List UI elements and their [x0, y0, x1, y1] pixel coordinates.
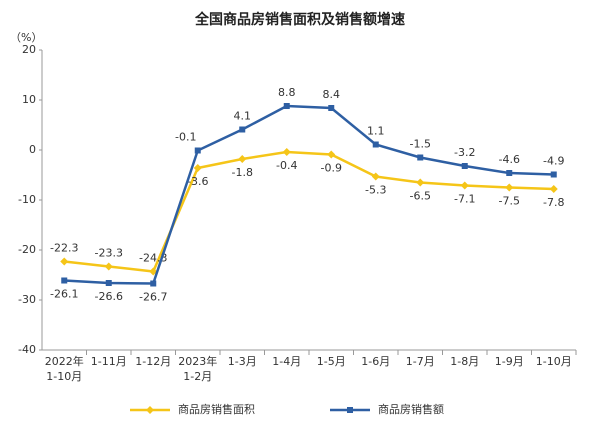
- marker: [505, 183, 514, 192]
- data-label: 1.1: [367, 125, 385, 138]
- data-label: -23.3: [95, 247, 123, 260]
- legend-marker: [146, 406, 154, 414]
- marker: [282, 148, 291, 156]
- data-label: -1.8: [232, 166, 253, 179]
- data-label: -26.6: [95, 290, 123, 303]
- marker: [506, 170, 513, 176]
- data-label: 8.8: [278, 86, 296, 99]
- marker: [105, 280, 112, 286]
- y-tick-label: 10: [22, 93, 36, 106]
- x-tick-label: 1-3月: [228, 355, 257, 368]
- y-tick-label: -20: [18, 243, 36, 256]
- y-tick-label: -30: [18, 293, 36, 306]
- data-label: -0.4: [276, 159, 297, 172]
- legend-label: 商品房销售面积: [178, 402, 255, 416]
- data-label: -1.5: [410, 138, 431, 151]
- x-tick-label: 1-12月: [135, 355, 171, 368]
- data-label: -3.6: [187, 175, 208, 188]
- marker: [372, 141, 379, 148]
- marker: [60, 257, 69, 266]
- data-label: 4.1: [234, 110, 252, 123]
- marker: [104, 262, 113, 271]
- x-tick-label: 1-7月: [406, 355, 435, 368]
- marker: [328, 105, 335, 111]
- marker: [416, 178, 425, 187]
- x-tick-label: 1-10月: [536, 355, 572, 368]
- x-tick-label: 1-4月: [272, 355, 301, 368]
- data-label: -5.3: [365, 184, 386, 197]
- marker: [461, 163, 468, 169]
- data-label: 8.4: [323, 88, 341, 101]
- marker: [149, 267, 158, 276]
- y-axis-label: （%）: [10, 31, 42, 44]
- x-tick-label: 1-5月: [317, 355, 346, 368]
- legend-label: 商品房销售额: [378, 402, 444, 416]
- marker: [193, 164, 202, 172]
- y-tick-label: -10: [18, 193, 36, 206]
- data-label: -26.1: [50, 288, 78, 301]
- data-label: -26.7: [139, 291, 167, 304]
- chart-title: 全国商品房销售面积及销售额增速: [194, 11, 405, 28]
- data-label: -4.6: [499, 153, 520, 166]
- data-label: -4.9: [543, 155, 564, 168]
- y-tick-label: -40: [18, 343, 36, 356]
- x-tick-label: 1-11月: [91, 355, 127, 368]
- marker: [238, 155, 247, 163]
- data-label: -22.3: [50, 242, 78, 255]
- data-label: -7.8: [543, 196, 564, 209]
- marker: [550, 171, 557, 178]
- marker: [327, 150, 336, 159]
- series-line: [64, 104, 554, 285]
- marker: [460, 181, 469, 190]
- x-tick-label: 1-9月: [495, 355, 524, 368]
- legend-marker: [347, 407, 353, 413]
- x-tick-label: 1-6月: [361, 355, 390, 368]
- marker: [371, 172, 380, 181]
- data-label: -7.5: [499, 195, 520, 208]
- series-line: [64, 150, 554, 273]
- x-tick-label: 2023年 1-2月: [178, 354, 217, 383]
- marker: [61, 277, 68, 284]
- marker: [239, 126, 246, 133]
- x-tick-label: 2022年 1-10月: [45, 354, 84, 383]
- data-label: -6.5: [410, 190, 431, 203]
- x-tick-label: 1-8月: [450, 355, 479, 368]
- marker: [549, 185, 558, 193]
- y-tick-label: 20: [22, 43, 36, 56]
- data-label: -7.1: [454, 193, 475, 206]
- marker: [194, 147, 201, 154]
- data-label: -3.2: [454, 146, 475, 159]
- marker: [417, 154, 424, 161]
- marker: [283, 103, 290, 109]
- marker: [150, 280, 157, 287]
- data-label: -0.9: [321, 162, 342, 175]
- data-label: -0.1: [175, 131, 196, 144]
- y-tick-label: 0: [29, 143, 36, 156]
